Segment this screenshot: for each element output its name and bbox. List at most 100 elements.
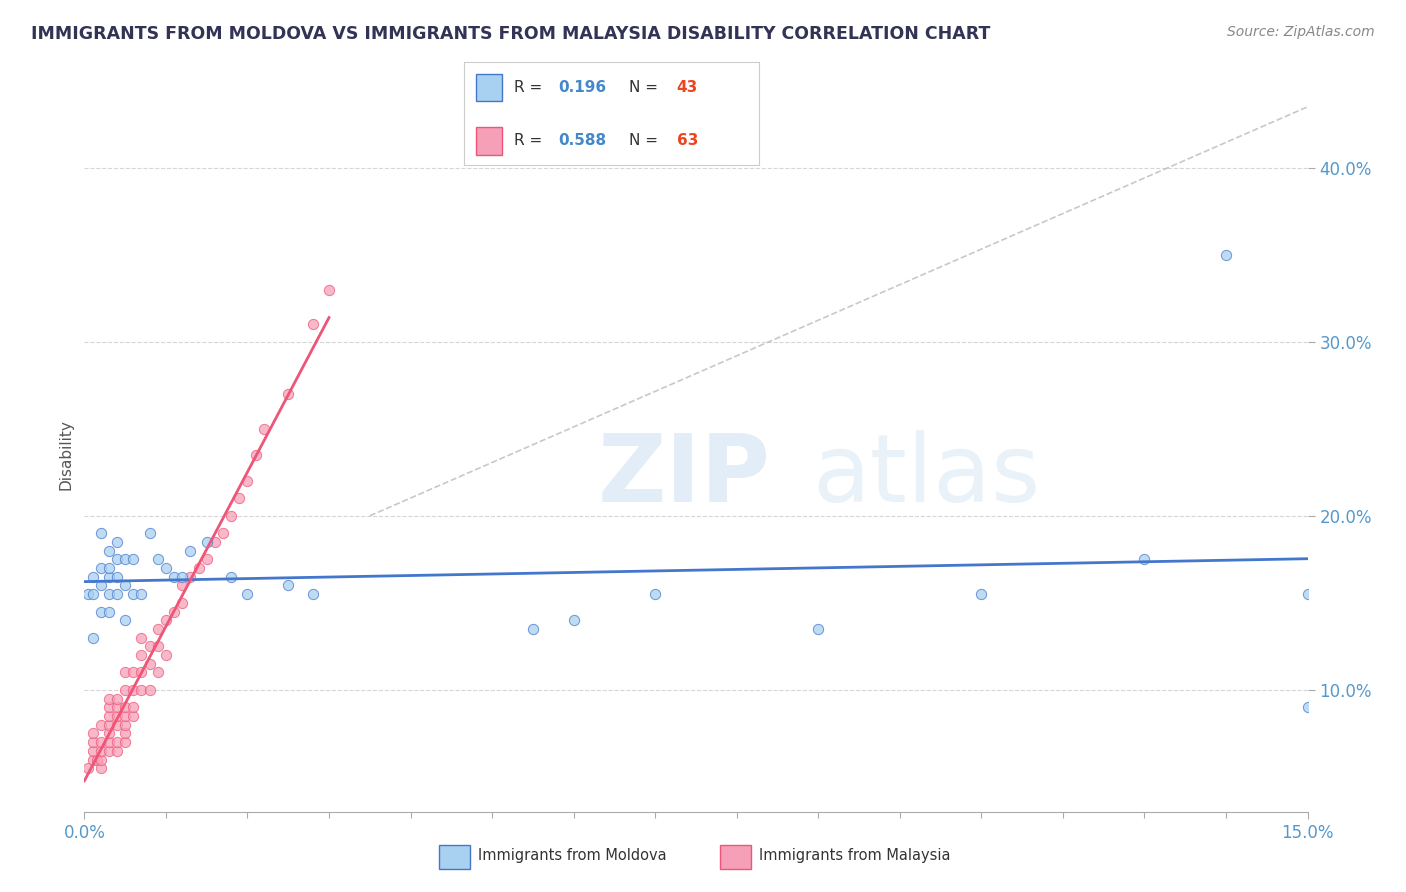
Point: [114, 613, 136, 627]
Point: [86, 752, 108, 766]
Text: Immigrants from Malaysia: Immigrants from Malaysia: [759, 847, 950, 863]
Point: [236, 587, 259, 601]
Point: [146, 640, 169, 654]
Point: [1133, 552, 1156, 566]
Text: 43: 43: [676, 80, 697, 95]
Point: [97, 543, 120, 558]
Point: [97, 691, 120, 706]
Text: 63: 63: [676, 134, 697, 148]
Point: [179, 543, 201, 558]
Point: [90, 717, 112, 731]
Point: [114, 726, 136, 740]
Point: [131, 682, 153, 697]
Point: [105, 717, 128, 731]
Bar: [720, 846, 751, 869]
Point: [97, 726, 120, 740]
Point: [97, 570, 120, 584]
Point: [97, 587, 120, 601]
Point: [187, 561, 209, 575]
Point: [105, 552, 128, 566]
Point: [562, 613, 585, 627]
Point: [138, 682, 160, 697]
Point: [163, 605, 186, 619]
Point: [522, 622, 544, 636]
Point: [228, 491, 250, 506]
Point: [122, 665, 145, 680]
Text: IMMIGRANTS FROM MOLDOVA VS IMMIGRANTS FROM MALAYSIA DISABILITY CORRELATION CHART: IMMIGRANTS FROM MOLDOVA VS IMMIGRANTS FR…: [31, 25, 990, 43]
Point: [122, 587, 145, 601]
Point: [82, 631, 104, 645]
Point: [105, 709, 128, 723]
Point: [146, 622, 169, 636]
Point: [114, 665, 136, 680]
Point: [97, 561, 120, 575]
Point: [245, 448, 267, 462]
Point: [155, 561, 177, 575]
Bar: [475, 127, 502, 155]
Bar: [439, 846, 470, 869]
Point: [146, 552, 169, 566]
Point: [82, 744, 104, 758]
Point: [277, 578, 299, 592]
Point: [105, 735, 128, 749]
Point: [114, 735, 136, 749]
Point: [155, 648, 177, 662]
Point: [219, 570, 242, 584]
Point: [90, 526, 112, 541]
Point: [82, 570, 104, 584]
Point: [122, 552, 145, 566]
Point: [219, 508, 242, 523]
Text: N =: N =: [630, 134, 664, 148]
Point: [82, 587, 104, 601]
Text: atlas: atlas: [813, 430, 1040, 523]
Text: Source: ZipAtlas.com: Source: ZipAtlas.com: [1227, 25, 1375, 39]
Point: [114, 709, 136, 723]
Point: [131, 587, 153, 601]
Point: [172, 570, 194, 584]
Point: [105, 535, 128, 549]
Point: [155, 613, 177, 627]
Point: [82, 726, 104, 740]
Point: [114, 552, 136, 566]
Point: [97, 744, 120, 758]
Point: [90, 561, 112, 575]
Point: [163, 570, 186, 584]
Point: [97, 735, 120, 749]
Point: [179, 570, 201, 584]
Point: [105, 700, 128, 714]
Point: [97, 717, 120, 731]
Point: [172, 596, 194, 610]
Text: ZIP: ZIP: [598, 430, 770, 523]
Point: [195, 552, 218, 566]
Point: [114, 682, 136, 697]
Text: N =: N =: [630, 80, 664, 95]
Point: [105, 587, 128, 601]
Point: [90, 735, 112, 749]
Point: [97, 709, 120, 723]
Point: [122, 709, 145, 723]
Point: [82, 752, 104, 766]
Point: [131, 665, 153, 680]
Point: [90, 578, 112, 592]
Point: [90, 761, 112, 775]
Point: [236, 474, 259, 488]
Point: [146, 665, 169, 680]
Point: [105, 691, 128, 706]
Y-axis label: Disability: Disability: [58, 419, 73, 491]
Point: [1296, 700, 1319, 714]
Point: [90, 744, 112, 758]
Point: [253, 422, 276, 436]
Point: [277, 387, 299, 401]
Point: [172, 578, 194, 592]
Text: Immigrants from Moldova: Immigrants from Moldova: [478, 847, 666, 863]
Point: [97, 605, 120, 619]
Text: 0.196: 0.196: [558, 80, 606, 95]
Point: [1296, 587, 1319, 601]
Text: R =: R =: [515, 80, 547, 95]
Point: [301, 318, 323, 332]
Text: R =: R =: [515, 134, 547, 148]
Point: [114, 578, 136, 592]
Point: [77, 587, 100, 601]
Point: [807, 622, 830, 636]
Point: [105, 570, 128, 584]
